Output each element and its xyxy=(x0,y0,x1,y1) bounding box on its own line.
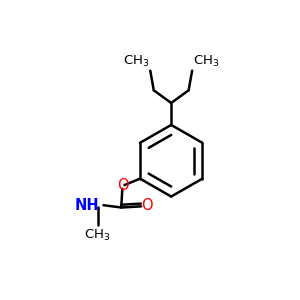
Text: CH$_3$: CH$_3$ xyxy=(84,228,110,243)
Text: CH$_3$: CH$_3$ xyxy=(123,54,149,69)
Text: O: O xyxy=(142,198,153,213)
Text: CH$_3$: CH$_3$ xyxy=(193,54,220,69)
Text: O: O xyxy=(117,178,128,193)
Text: NH: NH xyxy=(75,198,99,213)
